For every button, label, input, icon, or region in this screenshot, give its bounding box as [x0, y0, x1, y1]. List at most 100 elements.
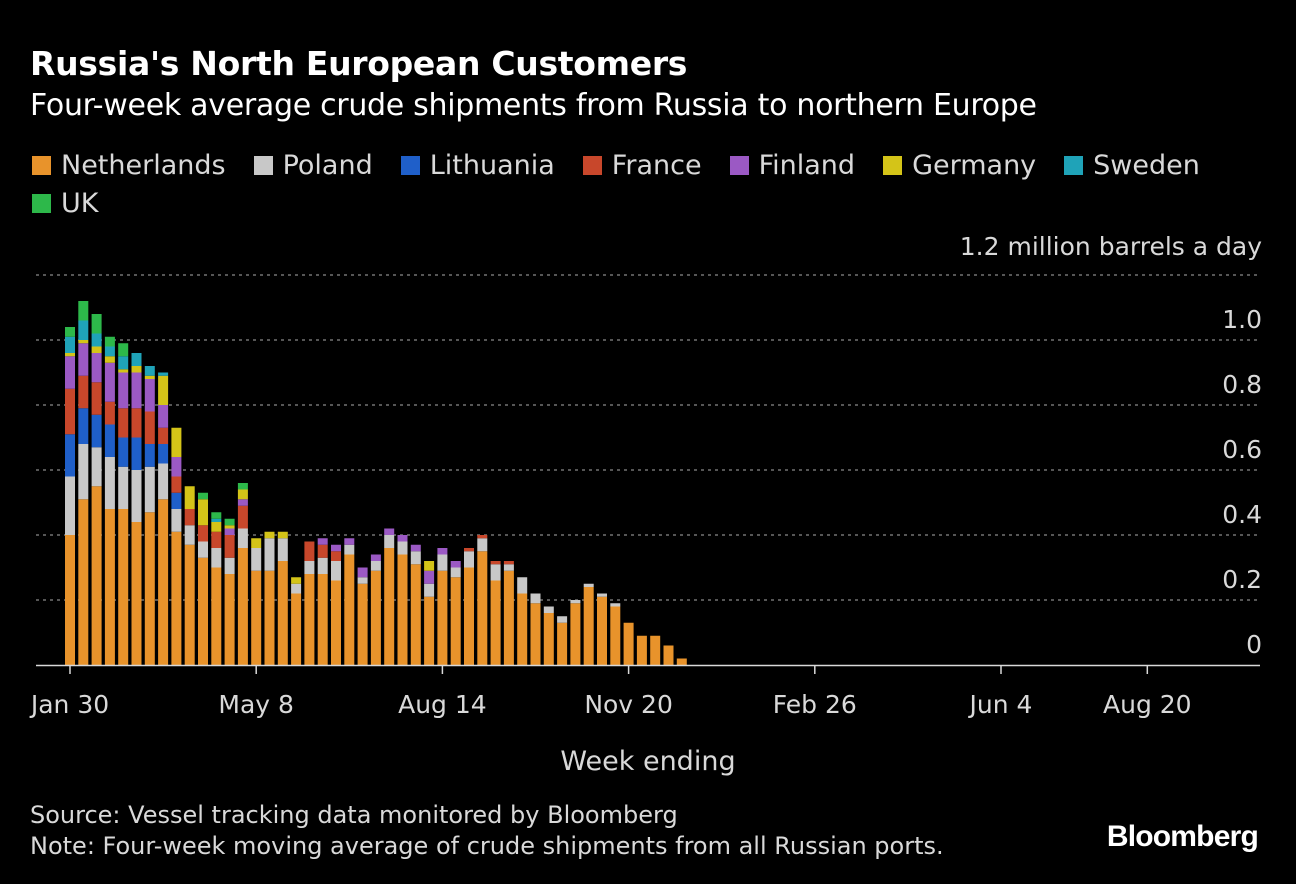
bar-netherlands [317, 574, 328, 665]
bar-finland [357, 567, 368, 578]
bar-netherlands [424, 596, 435, 665]
bar-poland [503, 564, 514, 571]
bar-france [171, 476, 182, 493]
bar-germany [264, 531, 275, 539]
bar-france [477, 535, 488, 539]
legend-label: UK [61, 187, 99, 219]
bar-poland [477, 538, 488, 552]
bar-finland [144, 379, 155, 412]
x-tick-label: Jan 30 [29, 690, 109, 719]
bar-france [224, 535, 235, 558]
bar-germany [184, 486, 195, 509]
bar-france [104, 401, 115, 425]
bar-poland [610, 603, 621, 607]
y-tick-label: 0.8 [1222, 370, 1262, 399]
bar-france [118, 408, 129, 438]
bar-netherlands [384, 548, 395, 665]
bar-germany [224, 525, 235, 529]
bar-germany [118, 369, 129, 373]
bar-poland [144, 466, 155, 513]
bar-france [237, 505, 248, 529]
bar-germany [91, 346, 102, 353]
bar-poland [118, 466, 129, 509]
bar-netherlands [184, 544, 195, 665]
legend-label: France [611, 149, 702, 181]
legend-label: Germany [912, 149, 1037, 181]
legend-label: Sweden [1093, 149, 1200, 181]
bar-germany [237, 489, 248, 500]
bar-uk [198, 492, 208, 500]
bar-uk [65, 327, 75, 337]
bar-poland [237, 528, 248, 548]
bar-netherlands [597, 596, 607, 665]
bar-france [490, 561, 501, 565]
bar-poland [171, 509, 182, 532]
bar-france [65, 388, 75, 435]
bar-finland [450, 561, 461, 568]
bar-finland [331, 544, 341, 552]
legend-swatch [1064, 155, 1084, 175]
bar-poland [344, 544, 355, 555]
legend-item-germany: Germany [883, 148, 1036, 182]
bar-netherlands [158, 499, 169, 665]
bar-sweden [211, 518, 222, 522]
bar-finland [118, 372, 129, 409]
bar-netherlands [131, 522, 142, 665]
bar-germany [131, 366, 142, 373]
bar-germany [198, 499, 208, 526]
bar-france [331, 551, 341, 561]
bar-france [198, 525, 208, 542]
bar-lithuania [131, 437, 142, 470]
bar-sweden [91, 333, 102, 347]
bar-lithuania [104, 424, 115, 457]
legend-swatch [883, 155, 903, 175]
bar-lithuania [78, 408, 89, 444]
bar-finland [171, 457, 182, 477]
bar-poland [357, 577, 368, 584]
bar-netherlands [397, 554, 408, 665]
legend-label: Lithuania [429, 149, 555, 181]
y-tick-label: 0.2 [1222, 565, 1262, 594]
bar-finland [91, 353, 102, 383]
bar-poland [370, 561, 381, 571]
bar-germany [424, 561, 435, 571]
bar-poland [264, 538, 275, 571]
bar-poland [65, 476, 75, 535]
legend-swatch [32, 155, 51, 175]
bar-uk [211, 512, 222, 519]
bar-finland [370, 554, 381, 561]
bar-finland [104, 362, 115, 402]
bar-uk [78, 301, 89, 321]
bar-sweden [131, 353, 142, 366]
bar-poland [490, 564, 501, 581]
bar-netherlands [543, 613, 554, 665]
legend-label: Poland [282, 149, 373, 181]
bar-lithuania [158, 444, 169, 464]
bar-uk [118, 343, 129, 357]
bar-poland [184, 525, 195, 545]
bar-lithuania [144, 444, 155, 467]
legend-item-france: France [582, 148, 702, 182]
bar-netherlands [304, 574, 315, 665]
bar-france [91, 382, 102, 415]
bar-netherlands [331, 580, 341, 665]
legend-swatch [582, 155, 602, 175]
bar-poland [464, 551, 474, 568]
legend-swatch [32, 193, 51, 213]
bar-netherlands [251, 570, 262, 665]
bar-poland [198, 541, 208, 558]
legend-label: Netherlands [61, 149, 226, 181]
legend-swatch [400, 155, 420, 175]
bar-poland [410, 551, 421, 565]
bar-netherlands [104, 509, 115, 665]
x-tick-label: Nov 20 [584, 690, 673, 719]
bar-netherlands [344, 554, 355, 665]
bar-poland [424, 583, 435, 597]
bar-netherlands [477, 551, 488, 665]
bar-lithuania [118, 437, 129, 467]
bar-poland [277, 538, 288, 561]
bloomberg-logo: Bloomberg [1106, 820, 1259, 853]
bar-lithuania [65, 434, 75, 477]
bar-netherlands [490, 580, 501, 665]
bar-uk [224, 518, 235, 526]
